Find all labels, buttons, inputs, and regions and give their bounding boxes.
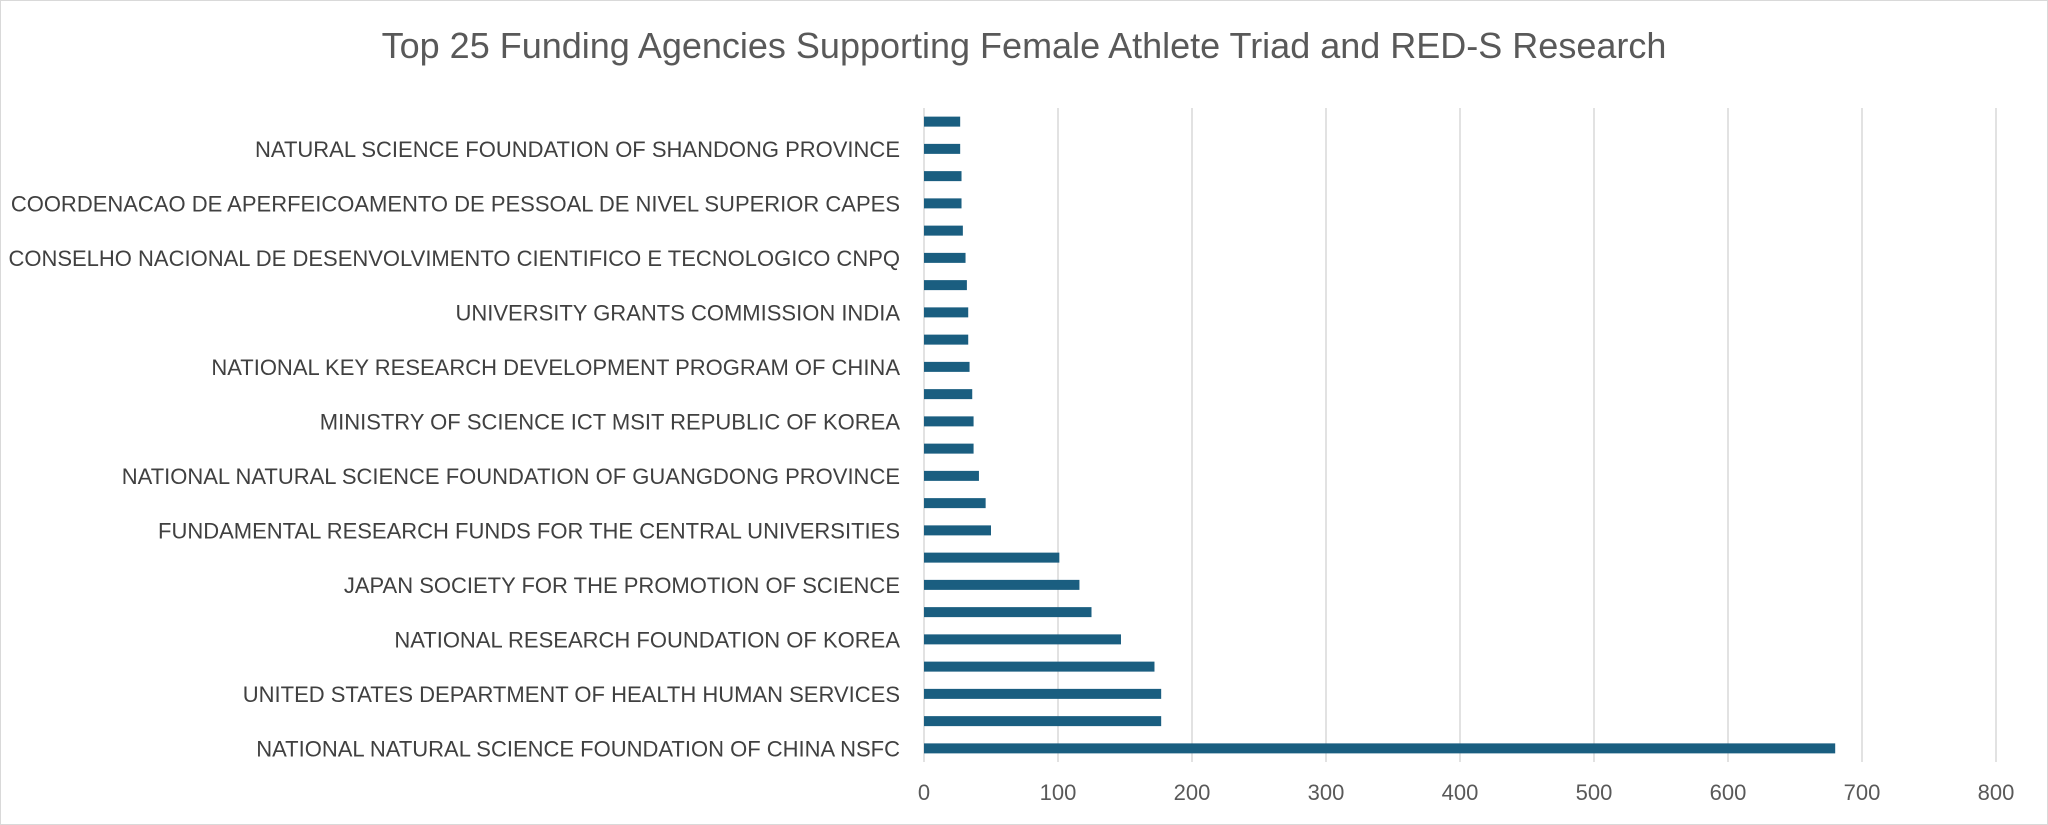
category-label: NATIONAL NATURAL SCIENCE FOUNDATION OF C… xyxy=(256,736,900,761)
bar-12 xyxy=(924,443,974,454)
x-tick-label: 400 xyxy=(1442,780,1479,805)
category-label: CONSELHO NACIONAL DE DESENVOLVIMENTO CIE… xyxy=(8,246,900,271)
bar-6 xyxy=(924,607,1092,618)
bar-20 xyxy=(924,225,963,236)
bar-3 xyxy=(924,688,1162,699)
x-tick-label: 800 xyxy=(1978,780,2015,805)
chart-title: Top 25 Funding Agencies Supporting Femal… xyxy=(382,25,1667,66)
bar-8 xyxy=(924,552,1060,563)
x-tick-label: 0 xyxy=(918,780,930,805)
bar-11 xyxy=(924,470,979,481)
bar-22 xyxy=(924,171,962,182)
bars xyxy=(924,116,1836,754)
bar-5 xyxy=(924,634,1121,645)
bar-4 xyxy=(924,661,1155,672)
bar-16 xyxy=(924,334,969,345)
category-label: NATIONAL RESEARCH FOUNDATION OF KOREA xyxy=(394,627,900,652)
y-axis-category-labels: NATIONAL NATURAL SCIENCE FOUNDATION OF C… xyxy=(8,137,900,762)
x-axis-ticks: 0 100 200 300 400 500 600 700 800 xyxy=(918,780,2014,805)
category-label: UNIVERSITY GRANTS COMMISSION INDIA xyxy=(455,300,900,325)
category-label: COORDENACAO DE APERFEICOAMENTO DE PESSOA… xyxy=(11,191,900,216)
category-label: NATIONAL KEY RESEARCH DEVELOPMENT PROGRA… xyxy=(211,355,900,380)
bar-2 xyxy=(924,716,1162,727)
gridlines xyxy=(923,108,1997,762)
x-tick-label: 600 xyxy=(1710,780,1747,805)
bar-19 xyxy=(924,252,966,263)
bar-18 xyxy=(924,280,967,291)
bar-7 xyxy=(924,579,1080,590)
bar-14 xyxy=(924,389,973,400)
bar-10 xyxy=(924,498,986,509)
x-tick-label: 300 xyxy=(1308,780,1345,805)
bar-21 xyxy=(924,198,962,209)
bar-24 xyxy=(924,116,961,127)
bar-17 xyxy=(924,307,969,318)
category-label: NATIONAL NATURAL SCIENCE FOUNDATION OF G… xyxy=(122,464,900,489)
bar-15 xyxy=(924,361,970,372)
x-tick-label: 200 xyxy=(1174,780,1211,805)
x-tick-label: 100 xyxy=(1040,780,1077,805)
bar-1 xyxy=(924,743,1836,754)
x-tick-label: 700 xyxy=(1844,780,1881,805)
category-label: NATURAL SCIENCE FOUNDATION OF SHANDONG P… xyxy=(255,137,900,162)
category-label: UNITED STATES DEPARTMENT OF HEALTH HUMAN… xyxy=(243,682,900,707)
category-label: MINISTRY OF SCIENCE ICT MSIT REPUBLIC OF… xyxy=(320,409,901,434)
x-tick-label: 500 xyxy=(1576,780,1613,805)
category-label: JAPAN SOCIETY FOR THE PROMOTION OF SCIEN… xyxy=(344,573,900,598)
bar-9 xyxy=(924,525,991,536)
category-label: FUNDAMENTAL RESEARCH FUNDS FOR THE CENTR… xyxy=(158,518,900,543)
bar-13 xyxy=(924,416,974,427)
bar-23 xyxy=(924,143,961,154)
